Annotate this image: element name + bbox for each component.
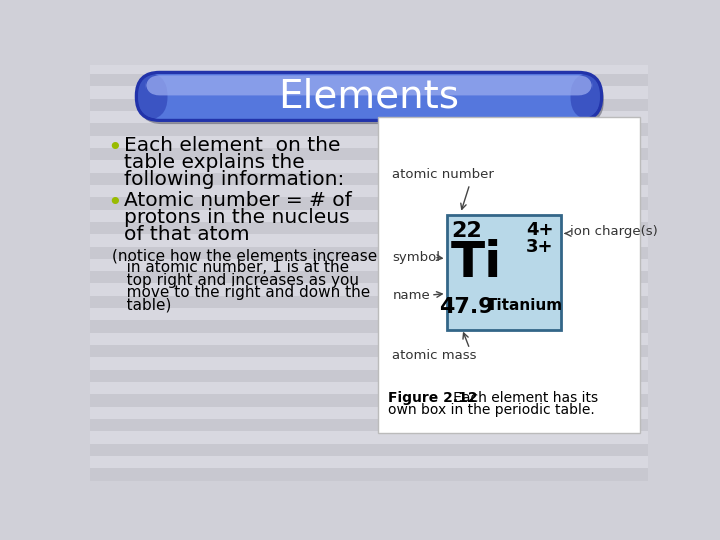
Bar	[90, 123, 648, 136]
Text: own box in the periodic table.: own box in the periodic table.	[387, 403, 594, 417]
Bar	[446, 215, 561, 330]
Text: Figure 2.12: Figure 2.12	[387, 390, 477, 404]
Text: Atomic number = # of: Atomic number = # of	[124, 191, 352, 210]
Text: 4+: 4+	[526, 221, 553, 239]
Text: Titanium: Titanium	[487, 298, 563, 313]
Bar	[90, 407, 648, 419]
Text: in atomic number, 1 is at the: in atomic number, 1 is at the	[112, 260, 348, 275]
Text: 3+: 3+	[526, 238, 553, 256]
Text: following information:: following information:	[124, 170, 344, 188]
Text: •: •	[107, 136, 122, 160]
Bar	[90, 111, 648, 123]
FancyBboxPatch shape	[138, 74, 600, 119]
Bar	[90, 86, 648, 99]
Bar	[90, 222, 648, 234]
Text: •: •	[107, 191, 122, 215]
Bar	[90, 431, 648, 444]
Text: top right and increases as you: top right and increases as you	[112, 273, 359, 288]
Text: 47.9: 47.9	[439, 296, 494, 316]
Text: Each element has its: Each element has its	[439, 390, 598, 404]
Bar	[90, 173, 648, 185]
Bar	[90, 99, 648, 111]
Text: atomic number: atomic number	[392, 168, 494, 181]
Bar	[90, 370, 648, 382]
Bar	[90, 49, 648, 62]
Text: Elements: Elements	[279, 77, 459, 116]
Bar	[90, 185, 648, 197]
Bar	[90, 247, 648, 259]
Text: move to the right and down the: move to the right and down the	[112, 285, 370, 300]
Text: protons in the nucleus: protons in the nucleus	[124, 208, 350, 227]
Text: table explains the: table explains the	[124, 153, 305, 172]
Bar	[90, 444, 648, 456]
Bar	[90, 210, 648, 222]
Text: Ti: Ti	[450, 239, 502, 287]
Text: atomic mass: atomic mass	[392, 349, 477, 362]
Bar	[90, 148, 648, 160]
Bar	[90, 308, 648, 320]
Bar	[90, 62, 648, 74]
Bar	[90, 284, 648, 296]
Bar	[90, 333, 648, 345]
Bar	[90, 160, 648, 173]
Bar	[90, 419, 648, 431]
Text: name: name	[392, 288, 430, 301]
Text: of that atom: of that atom	[124, 225, 250, 244]
Bar	[90, 136, 648, 148]
Bar	[90, 468, 648, 481]
Bar	[90, 394, 648, 407]
Bar	[378, 117, 640, 433]
FancyBboxPatch shape	[570, 72, 601, 120]
FancyBboxPatch shape	[145, 76, 593, 96]
Bar	[90, 197, 648, 210]
Bar	[90, 271, 648, 284]
FancyBboxPatch shape	[137, 72, 601, 120]
Bar	[90, 357, 648, 370]
Text: Each element  on the: Each element on the	[124, 136, 341, 154]
Text: table): table)	[112, 298, 171, 312]
Bar	[90, 345, 648, 357]
Bar	[90, 74, 648, 86]
Text: ion charge(s): ion charge(s)	[570, 225, 658, 238]
Text: symbol: symbol	[392, 251, 440, 264]
Bar	[90, 259, 648, 271]
Text: (notice how the elements increase: (notice how the elements increase	[112, 248, 377, 263]
Bar	[90, 456, 648, 468]
FancyBboxPatch shape	[137, 72, 168, 120]
Text: 22: 22	[451, 221, 482, 241]
Bar	[90, 320, 648, 333]
Bar	[90, 234, 648, 247]
Bar	[90, 382, 648, 394]
Bar	[90, 296, 648, 308]
FancyBboxPatch shape	[139, 76, 604, 124]
